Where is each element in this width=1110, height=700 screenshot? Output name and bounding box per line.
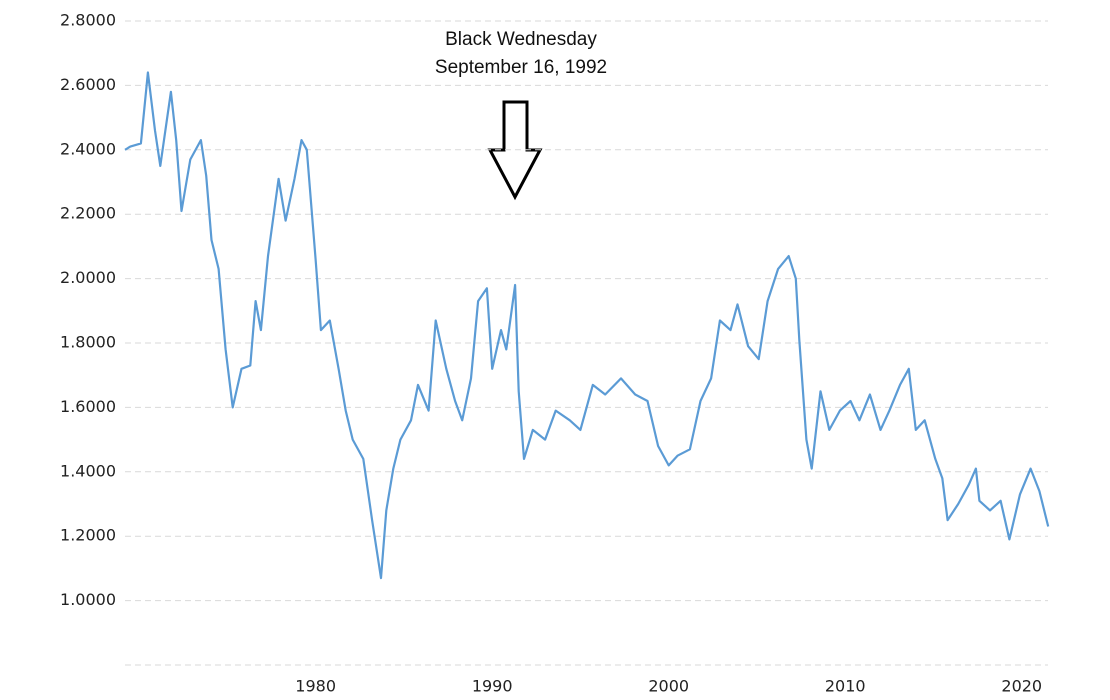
x-tick-label: 1990	[472, 677, 513, 696]
y-tick-label: 2.2000	[60, 204, 116, 223]
y-tick-label: 1.4000	[60, 461, 116, 480]
x-tick-label: 2020	[1001, 677, 1042, 696]
x-tick-label: 1980	[295, 677, 336, 696]
y-tick-label: 1.8000	[60, 333, 116, 352]
annotation: September 16, 1992	[435, 57, 607, 78]
y-tick-label: 2.6000	[60, 75, 116, 94]
y-tick-label: 2.8000	[60, 11, 116, 30]
x-tick-label: 2000	[648, 677, 689, 696]
y-tick-label: 1.6000	[60, 397, 116, 416]
x-tick-label: 2010	[825, 677, 866, 696]
y-tick-label: 2.4000	[60, 139, 116, 158]
y-tick-label: 2.0000	[60, 268, 116, 287]
annotation: Black Wednesday	[445, 29, 597, 50]
line	[124, 71, 1050, 580]
y-tick-label: 1.2000	[60, 526, 116, 545]
y-tick-label: 1.0000	[60, 590, 116, 609]
